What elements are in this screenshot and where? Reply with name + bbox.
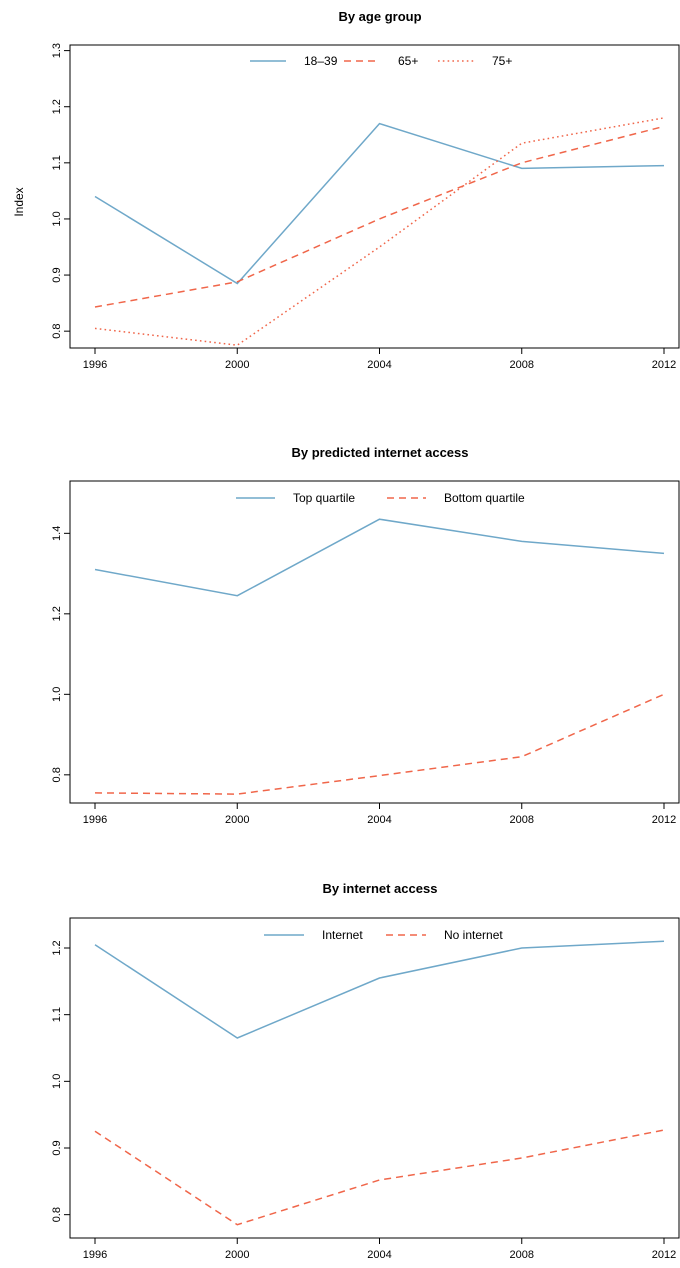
legend: Internet No internet xyxy=(264,928,503,942)
y-tick-label: 0.8 xyxy=(51,1207,63,1222)
y-tick-label: 1.4 xyxy=(51,526,63,541)
legend: 18–39 65+ 75+ xyxy=(250,54,512,68)
x-tick-label: 2004 xyxy=(367,814,391,826)
x-tick-label: 2004 xyxy=(367,1249,391,1261)
x-tick-label: 2008 xyxy=(510,359,534,371)
x-tick-label: 1996 xyxy=(83,1249,107,1261)
legend: Top quartile Bottom quartile xyxy=(236,491,525,505)
x-tick-label: 2012 xyxy=(652,814,676,826)
y-tick-label: 1.0 xyxy=(51,211,63,226)
y-tick-label: 1.0 xyxy=(51,687,63,702)
chart-title: By predicted internet access xyxy=(291,445,468,460)
y-tick-label: 1.2 xyxy=(51,940,63,955)
plot-frame xyxy=(69,917,680,1239)
x-tick-label: 2012 xyxy=(652,1249,676,1261)
y-tick-label: 1.0 xyxy=(51,1074,63,1089)
series-line-1 xyxy=(94,122,665,285)
legend-label: 65+ xyxy=(398,54,418,68)
legend-label: Bottom quartile xyxy=(444,491,525,505)
y-tick-label: 0.8 xyxy=(51,324,63,339)
series-line-2 xyxy=(94,1129,665,1226)
x-tick-label: 2000 xyxy=(225,814,249,826)
x-tick-label: 2000 xyxy=(225,359,249,371)
legend-label: Top quartile xyxy=(293,491,355,505)
x-tick-label: 1996 xyxy=(83,359,107,371)
chart-title: By age group xyxy=(338,9,421,24)
y-axis-label: Index xyxy=(12,187,26,216)
plot-frame xyxy=(69,44,680,349)
y-tick-label: 0.9 xyxy=(51,267,63,282)
legend-label: Internet xyxy=(322,928,363,942)
y-tick-label: 1.2 xyxy=(51,99,63,114)
plot-frame xyxy=(69,480,680,804)
legend-label: 18–39 xyxy=(304,54,338,68)
x-tick-label: 2004 xyxy=(367,359,391,371)
y-tick-label: 1.2 xyxy=(51,606,63,621)
legend-label: No internet xyxy=(444,928,503,942)
panel-age-group: By age group Index 1996 2000 2004 2008 2012 0… xyxy=(12,9,680,371)
series-line-2 xyxy=(94,125,665,308)
x-tick-label: 1996 xyxy=(83,814,107,826)
panel-predicted-internet-access: By predicted internet access 1996 2000 200… xyxy=(51,445,680,826)
series-line-1 xyxy=(94,940,665,1039)
y-tick-label: 1.3 xyxy=(51,43,63,58)
y-tick-label: 1.1 xyxy=(51,1007,63,1022)
x-tick-label: 2012 xyxy=(652,359,676,371)
series-line-2 xyxy=(94,693,665,795)
y-tick-label: 0.9 xyxy=(51,1140,63,1155)
y-tick-label: 1.1 xyxy=(51,155,63,170)
x-tick-label: 2008 xyxy=(510,1249,534,1261)
series-line-3 xyxy=(94,117,665,346)
legend-label: 75+ xyxy=(492,54,512,68)
series-line-1 xyxy=(94,518,665,597)
chart-title: By internet access xyxy=(323,881,438,896)
x-tick-label: 2008 xyxy=(510,814,534,826)
x-tick-label: 2000 xyxy=(225,1249,249,1261)
y-tick-label: 0.8 xyxy=(51,767,63,782)
panel-internet-access: By internet access 1996 2000 2004 2008 2012 0… xyxy=(51,881,680,1261)
